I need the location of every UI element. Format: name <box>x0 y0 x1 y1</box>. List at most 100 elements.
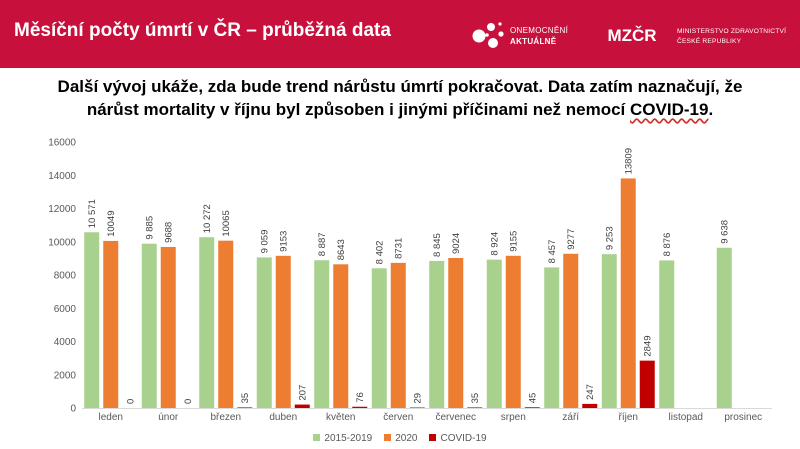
data-label: 8 876 <box>662 233 673 257</box>
bar-2020 <box>275 255 291 408</box>
bar-2015-2019 <box>716 247 732 408</box>
bar-2020 <box>448 257 464 408</box>
y-tick-label: 8000 <box>54 271 77 282</box>
bar-2020 <box>620 178 636 408</box>
page-title: Měsíční počty úmrtí v ČR – průběžná data <box>14 20 391 41</box>
data-label: 35 <box>470 393 481 404</box>
y-tick-label: 4000 <box>54 337 77 348</box>
x-category-label: červenec <box>435 412 476 423</box>
y-tick-label: 16000 <box>48 138 76 149</box>
data-label: 10 272 <box>202 204 213 233</box>
subtitle-text: nárůst mortality v říjnu byl způsoben i … <box>86 100 626 119</box>
bar-2015-2019 <box>601 254 617 408</box>
logo-text-line: MINISTERSTVO ZDRAVOTNICTVÍ <box>677 28 787 35</box>
mzcr-logo[interactable]: MZČR MINISTERSTVO ZDRAVOTNICTVÍ ČESKÉ RE… <box>593 20 793 50</box>
x-category-label: listopad <box>669 412 703 423</box>
x-category-label: březen <box>210 412 241 423</box>
legend-label: COVID-19 <box>440 433 487 444</box>
y-axis: 0 2000 4000 6000 8000 10000 12000 14000 16000 <box>48 138 76 415</box>
bar-2020 <box>563 253 579 408</box>
x-axis: leden únor březen duben květen červen červenec… <box>82 408 772 423</box>
bar-2015-2019 <box>199 237 215 408</box>
onemocneni-aktualne-logo[interactable]: ONEMOCNĚNÍ AKTUÁLNĚ <box>470 16 590 56</box>
subtitle-line-1: Další vývoj ukáže, zda bude trend nárůst… <box>57 77 743 96</box>
bar-2015-2019 <box>429 260 445 408</box>
covid-term: COVID-19 <box>630 100 709 119</box>
logo-text-line: ONEMOCNĚNÍ <box>510 26 569 35</box>
data-label: 8731 <box>394 238 405 259</box>
data-label: 10065 <box>221 210 232 236</box>
data-label: 9153 <box>279 231 290 252</box>
data-labels: 10 571 9 885 10 272 9 059 8 887 8 402 8 845 8 9… <box>87 148 731 404</box>
x-category-label: leden <box>99 412 123 423</box>
logo-text-line: ČESKÉ REPUBLIKY <box>677 38 742 45</box>
data-label: 0 <box>183 399 194 404</box>
legend-swatch <box>313 434 321 441</box>
monthly-deaths-chart: 0 2000 4000 6000 8000 10000 12000 14000 16000 10… <box>48 138 772 423</box>
data-label: 9688 <box>164 222 175 243</box>
legend-item: COVID-19 <box>429 433 487 444</box>
bars <box>84 178 732 408</box>
data-label: 8 924 <box>490 232 501 256</box>
data-label: 0 <box>125 399 136 404</box>
data-label: 10 571 <box>87 199 98 228</box>
bar-covid-19 <box>294 404 310 408</box>
subtitle-line-2: nárůst mortality v říjnu byl způsoben i … <box>20 98 780 121</box>
x-category-label: květen <box>326 412 355 423</box>
legend-label: 2020 <box>395 433 418 444</box>
data-label: 9277 <box>566 229 577 250</box>
data-label: 9155 <box>509 231 520 252</box>
bar-2020 <box>390 262 406 408</box>
chart-subtitle: Další vývoj ukáže, zda bude trend nárůst… <box>20 75 780 121</box>
data-label: 76 <box>355 392 366 403</box>
data-label: 9 253 <box>605 226 616 250</box>
bar-2020 <box>218 240 234 408</box>
bar-covid-19 <box>467 407 483 408</box>
virus-dots-icon <box>472 22 504 48</box>
bar-2020 <box>160 246 176 408</box>
x-category-label: prosinec <box>724 412 762 423</box>
bar-covid-19 <box>582 403 598 408</box>
y-tick-label: 14000 <box>48 171 76 182</box>
data-label: 9 885 <box>145 216 156 240</box>
bar-covid-19 <box>524 407 540 408</box>
y-tick-label: 12000 <box>48 204 76 215</box>
data-label: 2849 <box>643 335 654 356</box>
x-category-label: únor <box>158 412 179 423</box>
y-tick-label: 6000 <box>54 304 77 315</box>
data-label: 29 <box>413 393 424 404</box>
y-tick-label: 10000 <box>48 237 76 248</box>
bar-2015-2019 <box>256 257 272 408</box>
bar-covid-19 <box>352 406 368 408</box>
bar-2015-2019 <box>84 232 100 408</box>
data-label: 9 059 <box>260 230 271 254</box>
legend-swatch <box>429 434 437 441</box>
x-category-label: říjen <box>619 412 638 423</box>
data-label: 45 <box>528 393 539 404</box>
logo-text-line: AKTUÁLNĚ <box>510 37 557 46</box>
mzcr-mark-text: MZČR <box>607 26 656 45</box>
data-label: 8 402 <box>375 241 386 265</box>
x-category-label: duben <box>269 412 297 423</box>
bar-2015-2019 <box>659 260 675 408</box>
bar-2020 <box>505 255 521 408</box>
x-category-label: září <box>562 412 579 423</box>
bar-2015-2019 <box>371 268 387 408</box>
subtitle-period: . <box>708 100 714 119</box>
data-label: 8643 <box>336 239 347 260</box>
bar-2020 <box>333 264 349 408</box>
bar-covid-19 <box>237 407 253 408</box>
legend-item: 2020 <box>384 433 417 444</box>
y-tick-label: 2000 <box>54 370 77 381</box>
bar-covid-19 <box>639 360 655 408</box>
bar-2015-2019 <box>314 260 330 408</box>
data-label: 207 <box>298 385 309 401</box>
bar-2015-2019 <box>486 259 502 408</box>
bar-2020 <box>103 240 119 408</box>
bar-2015-2019 <box>141 243 157 408</box>
data-label: 8 887 <box>317 232 328 256</box>
data-label: 9024 <box>451 233 462 254</box>
data-label: 13809 <box>624 148 635 174</box>
y-tick-label: 0 <box>70 404 76 415</box>
x-category-label: červen <box>383 412 413 423</box>
